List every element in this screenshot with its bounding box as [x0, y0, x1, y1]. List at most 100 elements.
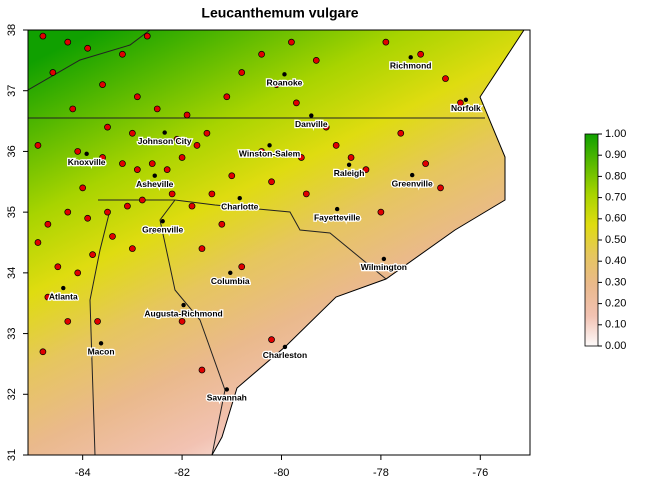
city-label: Atlanta	[49, 291, 78, 301]
occurrence-point	[89, 251, 96, 258]
occurrence-point	[168, 190, 176, 198]
colorbar-label: 0.70	[605, 192, 626, 204]
city-point	[98, 341, 104, 346]
y-tick-label: 34	[6, 267, 18, 279]
colorbar-label: 0.90	[605, 149, 626, 161]
city-point	[408, 55, 413, 60]
colorbar-label: 0.00	[605, 340, 626, 352]
city-label: Fayetteville	[314, 212, 361, 222]
occurrence-point	[79, 184, 87, 192]
occurrence-point	[94, 318, 101, 325]
city-point	[162, 130, 167, 135]
occurrence-point	[34, 142, 42, 149]
occurrence-point	[332, 142, 340, 149]
y-tick-label: 31	[6, 449, 18, 461]
occurrence-point	[258, 148, 265, 155]
city-point	[463, 97, 469, 103]
occurrence-point	[133, 93, 141, 101]
city-label: Norfolk	[451, 103, 481, 113]
x-tick-label: -78	[373, 467, 389, 479]
occurrence-point	[124, 202, 131, 210]
occurrence-point	[74, 148, 82, 155]
occurrence-point	[238, 69, 246, 76]
occurrence-point	[119, 160, 126, 167]
occurrence-points	[34, 32, 464, 374]
city-label: Columbia	[211, 276, 250, 286]
occurrence-point	[178, 318, 186, 325]
colorbar-label: 0.20	[605, 298, 626, 310]
occurrence-point	[238, 263, 246, 271]
occurrence-point	[397, 129, 405, 137]
occurrence-point	[163, 166, 171, 173]
occurrence-point	[104, 123, 111, 131]
occurrence-point	[148, 227, 156, 234]
occurrence-point	[99, 154, 106, 161]
colorbar-label: 0.40	[605, 255, 626, 267]
city-label: Greenville	[392, 178, 433, 188]
x-tick-label: -82	[174, 467, 190, 479]
occurrence-point	[138, 196, 146, 204]
occurrence-point	[84, 44, 91, 52]
y-tick-label: 35	[6, 206, 18, 218]
city-point	[160, 219, 165, 224]
occurrence-point	[129, 129, 136, 137]
occurrence-point	[437, 184, 444, 192]
city-point	[381, 256, 387, 262]
city-point	[237, 195, 242, 201]
y-tick-label: 32	[6, 388, 18, 400]
occurrence-point	[198, 366, 206, 374]
occurrence-point	[273, 81, 280, 88]
occurrence-point	[173, 135, 181, 143]
city-point	[181, 302, 186, 308]
colorbar-label: 0.80	[605, 170, 626, 182]
colorbar-label: 0.30	[605, 276, 626, 288]
borders	[28, 30, 485, 455]
y-tick-label: 33	[6, 327, 18, 339]
y-tick-label: 36	[6, 145, 18, 157]
occurrence-point	[417, 50, 425, 58]
occurrence-point	[84, 214, 91, 222]
state-border	[159, 199, 226, 455]
city-point	[152, 173, 157, 178]
occurrence-point	[64, 38, 72, 46]
colorbar	[584, 133, 599, 347]
occurrence-point	[74, 269, 82, 277]
occurrence-point	[104, 208, 111, 216]
occurrence-point	[178, 154, 186, 161]
occurrence-point	[44, 293, 52, 301]
city-label: Macon	[88, 347, 115, 357]
occurrence-point	[362, 166, 370, 173]
x-tick-label: -80	[274, 467, 290, 479]
city-point	[334, 206, 340, 212]
state-border	[89, 209, 111, 455]
occurrence-point	[203, 129, 211, 137]
occurrence-point	[302, 190, 310, 198]
occurrence-point	[69, 105, 77, 113]
occurrence-point	[99, 81, 106, 88]
city-label: Greenville	[142, 225, 183, 235]
occurrence-point	[39, 348, 47, 356]
city-label: Augusta-Richmond	[144, 308, 222, 318]
city-point	[228, 270, 233, 276]
city-point	[267, 143, 272, 148]
occurrence-point	[268, 178, 275, 186]
city-point	[224, 387, 230, 392]
y-tick-label: 38	[6, 24, 18, 36]
occurrence-point	[268, 336, 275, 343]
city-label: Charlotte	[221, 201, 259, 211]
city-point	[282, 72, 287, 77]
occurrence-point	[223, 93, 231, 101]
occurrence-point	[64, 208, 72, 216]
colorbar-label: 0.50	[605, 234, 626, 246]
occurrence-point	[422, 160, 429, 167]
occurrence-point	[119, 50, 126, 58]
occurrence-point	[193, 142, 201, 149]
occurrence-point	[49, 69, 57, 76]
city-label: Johnson City	[138, 136, 192, 146]
occurrence-point	[133, 166, 141, 173]
occurrence-point	[143, 32, 151, 40]
ocean	[211, 30, 530, 455]
city-label: Wilmington	[361, 262, 407, 272]
